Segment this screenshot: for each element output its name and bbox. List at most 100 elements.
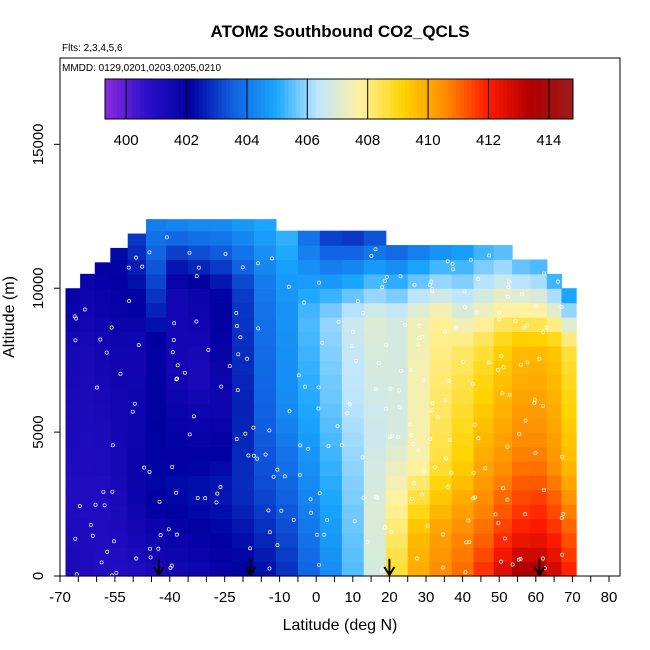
colorbar-swatch bbox=[261, 79, 266, 119]
sample-point bbox=[525, 323, 529, 328]
heatmap-cell bbox=[561, 345, 577, 361]
heatmap-cell bbox=[188, 273, 211, 289]
heatmap-cell bbox=[166, 230, 189, 246]
heatmap-cell bbox=[166, 561, 189, 577]
heatmap-cell bbox=[319, 432, 343, 448]
heatmap-cell bbox=[80, 446, 96, 462]
heatmap-cell bbox=[188, 288, 211, 304]
heatmap-cell bbox=[319, 345, 343, 361]
colorbar-swatch bbox=[105, 79, 110, 119]
heatmap-cell bbox=[363, 273, 387, 289]
heatmap-cell bbox=[407, 273, 431, 289]
heatmap-cell bbox=[429, 317, 453, 332]
colorbar-swatch bbox=[124, 79, 129, 119]
heatmap-cell bbox=[319, 288, 343, 304]
sample-point bbox=[298, 443, 303, 448]
heatmap-cell bbox=[385, 345, 409, 361]
heatmap-cell bbox=[546, 446, 563, 462]
colorbar-swatch bbox=[120, 79, 125, 119]
heatmap-cell bbox=[210, 475, 233, 491]
sample-point bbox=[326, 444, 331, 449]
heatmap-cell bbox=[127, 504, 147, 520]
heatmap-cell bbox=[210, 273, 233, 289]
colorbar-swatch bbox=[393, 79, 398, 119]
heatmap-cell bbox=[493, 432, 513, 448]
sample-point bbox=[297, 472, 302, 477]
heatmap-cell bbox=[188, 532, 211, 548]
colorbar-swatch bbox=[510, 79, 515, 119]
sample-point bbox=[380, 568, 384, 573]
sample-point bbox=[251, 453, 256, 458]
y-tick-label: 0 bbox=[30, 572, 47, 580]
heatmap-cell bbox=[166, 547, 189, 563]
heatmap-cell bbox=[275, 489, 299, 505]
heatmap-cell bbox=[65, 489, 81, 505]
heatmap-cell bbox=[341, 331, 365, 347]
sample-point bbox=[369, 253, 374, 258]
colorbar-swatch bbox=[448, 79, 453, 119]
heatmap-cell bbox=[127, 259, 147, 275]
heatmap-cell bbox=[473, 317, 495, 332]
heatmap-cell bbox=[473, 374, 495, 390]
sample-point bbox=[373, 387, 378, 392]
heatmap-cell bbox=[429, 532, 453, 548]
sample-point bbox=[447, 437, 452, 442]
heatmap-cell bbox=[94, 475, 111, 491]
sample-point bbox=[496, 521, 501, 526]
heatmap-layer bbox=[65, 219, 577, 577]
heatmap-cell bbox=[512, 446, 531, 462]
heatmap-cell bbox=[561, 489, 577, 505]
heatmap-cell bbox=[110, 403, 129, 419]
heatmap-cell bbox=[110, 345, 129, 361]
sample-point bbox=[462, 289, 467, 294]
sample-point bbox=[409, 433, 414, 438]
heatmap-cell bbox=[127, 518, 147, 534]
heatmap-cell bbox=[94, 317, 111, 332]
heatmap-cell bbox=[546, 504, 563, 520]
heatmap-cell bbox=[297, 532, 321, 548]
colorbar-swatch bbox=[428, 79, 434, 119]
heatmap-cell bbox=[253, 360, 277, 376]
heatmap-cell bbox=[275, 288, 299, 304]
sample-point bbox=[195, 496, 200, 500]
sample-point bbox=[487, 253, 492, 258]
sample-point bbox=[73, 338, 78, 343]
x-tick-label: 30 bbox=[418, 589, 435, 606]
heatmap-cell bbox=[146, 259, 167, 275]
heatmap-cell bbox=[493, 360, 513, 376]
heatmap-cell bbox=[275, 388, 299, 404]
heatmap-cell bbox=[530, 446, 548, 462]
heatmap-cell bbox=[253, 446, 277, 462]
heatmap-cell bbox=[166, 403, 189, 419]
sample-point bbox=[102, 503, 107, 508]
heatmap-cell bbox=[530, 302, 548, 318]
heatmap-cell bbox=[253, 475, 277, 491]
sample-point bbox=[174, 490, 179, 495]
sample-point bbox=[408, 422, 413, 427]
sample-point bbox=[427, 282, 432, 287]
colorbar-swatch bbox=[241, 79, 246, 119]
heatmap-cell bbox=[65, 360, 81, 376]
heatmap-cell bbox=[451, 475, 475, 491]
heatmap-cell bbox=[493, 417, 513, 433]
sample-point bbox=[235, 388, 240, 393]
sample-point bbox=[248, 546, 253, 551]
heatmap-cell bbox=[210, 259, 233, 275]
heatmap-cell bbox=[65, 317, 81, 332]
heatmap-cell bbox=[385, 504, 409, 520]
sample-point bbox=[411, 481, 416, 486]
sample-point bbox=[462, 305, 467, 310]
heatmap-cell bbox=[232, 317, 255, 332]
heatmap-cell bbox=[146, 475, 167, 491]
heatmap-cell bbox=[407, 547, 431, 563]
heatmap-cell bbox=[275, 446, 299, 462]
heatmap-cell bbox=[188, 360, 211, 376]
sample-point bbox=[196, 265, 201, 270]
heatmap-cell bbox=[319, 518, 343, 534]
heatmap-cell bbox=[561, 446, 577, 462]
sample-point bbox=[540, 556, 545, 561]
heatmap-cell bbox=[407, 259, 431, 275]
x-tick-label: 80 bbox=[601, 589, 618, 606]
heatmap-cell bbox=[512, 504, 531, 520]
